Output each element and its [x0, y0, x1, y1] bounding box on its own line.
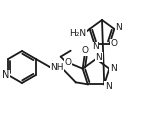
Text: N: N [2, 70, 10, 80]
Text: N: N [96, 53, 102, 61]
Text: N: N [110, 64, 117, 73]
Text: O: O [81, 46, 88, 55]
Text: N: N [115, 24, 122, 32]
Text: O: O [64, 58, 71, 67]
Text: NH: NH [50, 63, 64, 72]
Text: H₂N: H₂N [69, 30, 86, 38]
Text: N: N [92, 42, 99, 51]
Text: O: O [110, 39, 117, 48]
Text: N: N [105, 82, 112, 91]
